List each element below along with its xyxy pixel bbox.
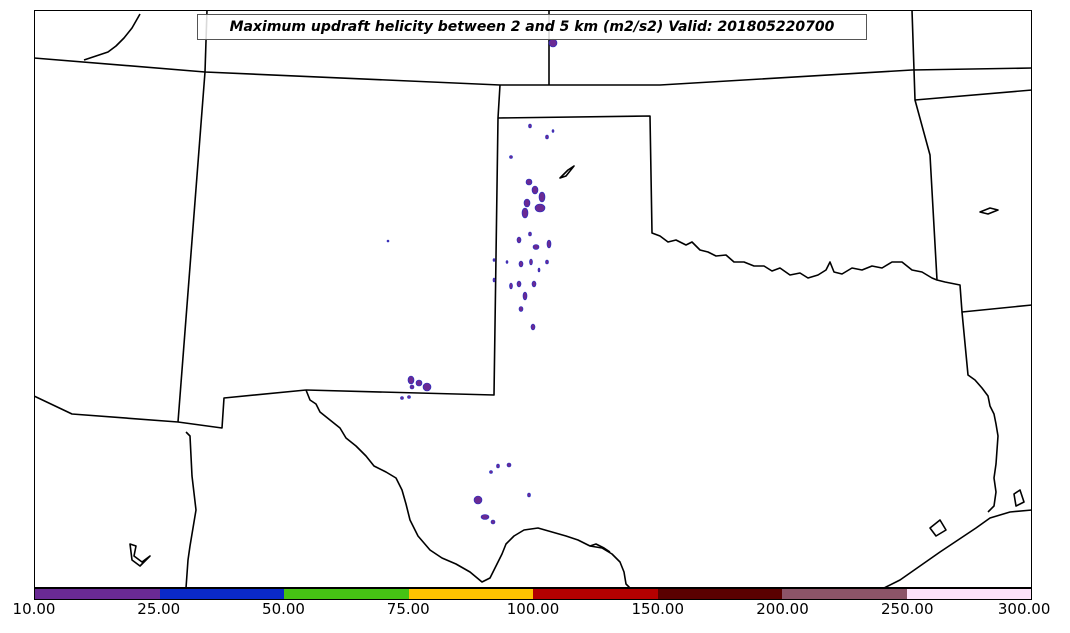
helicity-cell (415, 379, 423, 387)
helicity-cell (527, 492, 531, 498)
colorbar-tick-label: 75.00 (386, 600, 430, 618)
helicity-cell (531, 185, 539, 195)
border-nebraska-kansas (34, 57, 1032, 86)
helicity-cell (518, 306, 524, 312)
lake-mo (979, 207, 999, 215)
helicity-cell (537, 267, 541, 273)
helicity-cell (505, 260, 509, 264)
colorbar-tick-label: 10.00 (12, 600, 56, 618)
colorbar-tick-label: 250.00 (881, 600, 934, 618)
helicity-cell (473, 495, 483, 505)
helicity-cell (506, 462, 512, 468)
helicity-cell (545, 134, 549, 140)
helicity-cell (422, 382, 432, 392)
colorbar-tick-label: 100.00 (506, 600, 560, 618)
border-oklahoma (497, 115, 938, 281)
helicity-cell (523, 198, 531, 208)
colorbar-tick-label: 25.00 (137, 600, 181, 618)
colorbar-tick-label: 150.00 (631, 600, 685, 618)
helicity-cell (518, 260, 524, 268)
border-ks-mo-north (911, 10, 1032, 101)
helicity-cell (409, 384, 415, 390)
helicity-cell (400, 396, 404, 400)
colorbar-segment (657, 589, 782, 599)
border-utah-colorado (177, 71, 206, 423)
helicity-cell (530, 323, 536, 331)
helicity-cell (516, 236, 522, 244)
border-texas (305, 389, 632, 588)
colorbar-segment (782, 589, 907, 599)
coast-gulf (882, 509, 1032, 588)
helicity-cell (538, 191, 546, 203)
helicity-cell (528, 123, 532, 129)
helicity-cell (492, 277, 496, 283)
border-mexico (185, 431, 197, 588)
helicity-cell (545, 259, 549, 265)
helicity-cell (496, 463, 500, 469)
helicity-cell (489, 470, 493, 474)
lake-sc (129, 543, 151, 567)
helicity-cell (551, 129, 555, 133)
border-tx-panhandle-west (177, 389, 307, 429)
colorbar-tick-label: 50.00 (262, 600, 305, 618)
helicity-cell (531, 280, 537, 288)
river-rio-grande-gulf (589, 543, 611, 553)
helicity-cell (521, 207, 529, 219)
map-title: Maximum updraft helicity between 2 and 5… (197, 14, 867, 40)
helicity-cell (534, 203, 546, 213)
border-az-sw (34, 395, 179, 423)
map-frame (34, 10, 1032, 588)
map-title-text: Maximum updraft helicity between 2 and 5… (229, 19, 835, 35)
colorbar-segment (159, 589, 284, 599)
helicity-cell (528, 231, 532, 237)
helicity-cell (516, 280, 522, 288)
helicity-cell (492, 258, 496, 262)
helicity-cell (509, 155, 513, 159)
helicity-cell (509, 282, 513, 290)
colorbar-segment (35, 589, 160, 599)
helicity-cell (525, 178, 533, 186)
helicity-cell (522, 291, 528, 301)
helicity-cell (548, 38, 558, 48)
helicity-cell (532, 244, 540, 250)
colorbar-tick-label: 300.00 (997, 600, 1051, 618)
coast-bay (1013, 489, 1025, 507)
colorbar-tick-label: 200.00 (756, 600, 809, 618)
helicity-cell (480, 514, 490, 520)
border-ar-ok (914, 99, 1032, 313)
lake-ks (559, 165, 575, 179)
colorbar-segment (284, 589, 409, 599)
helicity-cell (529, 258, 533, 266)
lake-ne (83, 13, 141, 61)
helicity-cell (407, 395, 411, 399)
coast-detail (929, 519, 947, 537)
colorbar-segment (906, 589, 1031, 599)
colorbar-segment (408, 589, 533, 599)
border-nm-east (305, 84, 501, 396)
helicity-cell (490, 519, 496, 525)
colorbar (34, 588, 1032, 600)
colorbar-segment (533, 589, 658, 599)
helicity-cells (386, 38, 558, 525)
border-tx-louisiana (961, 311, 999, 513)
helicity-cell (386, 239, 390, 243)
helicity-cell (546, 239, 552, 249)
helicity-cell (407, 375, 415, 385)
